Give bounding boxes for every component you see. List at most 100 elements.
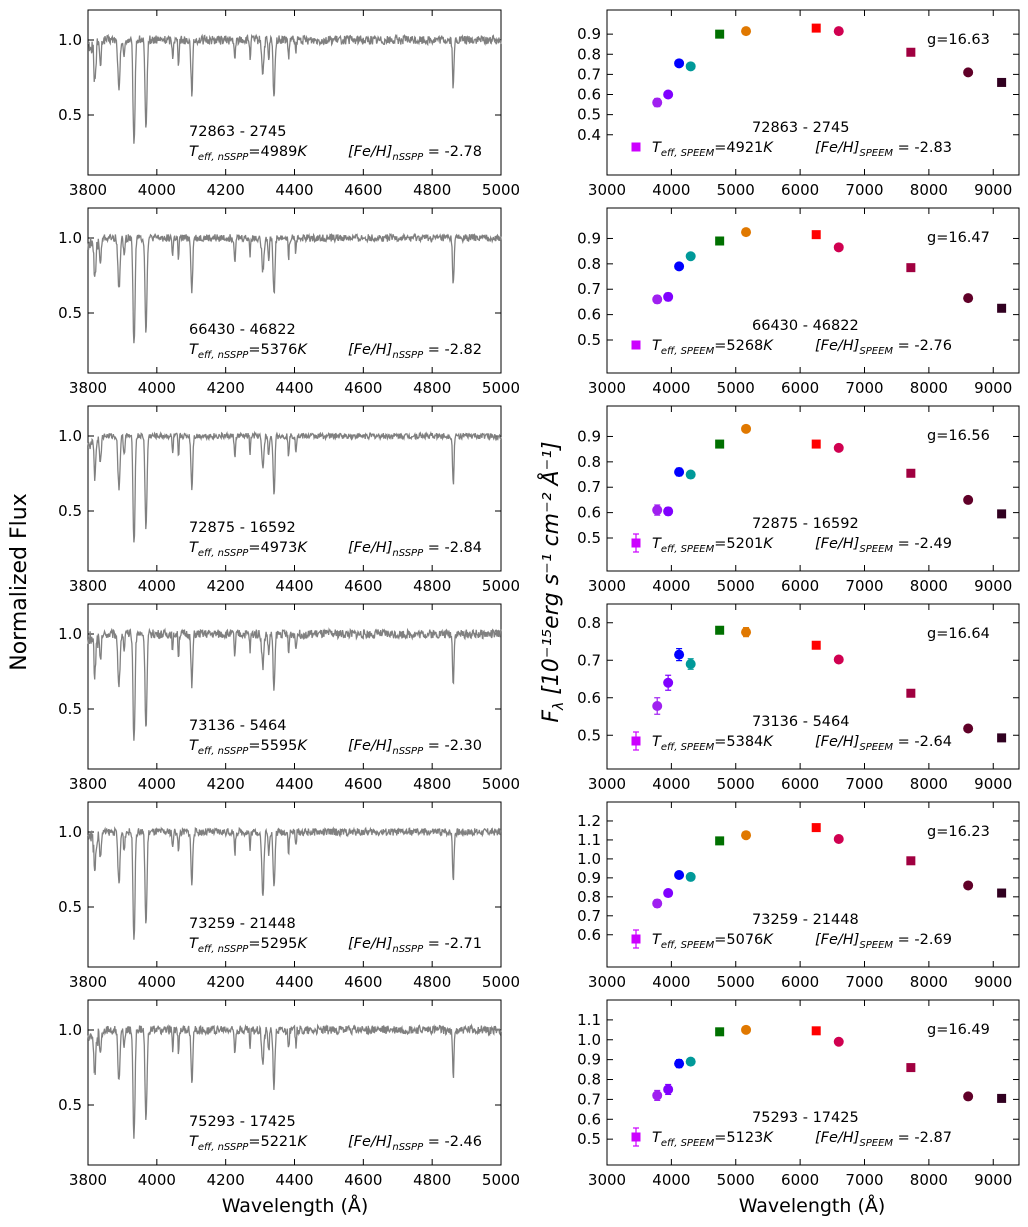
x-tick-label: 6000 <box>781 379 819 397</box>
spectrum-line <box>87 1023 502 1139</box>
x-tick-label: 8000 <box>910 775 948 793</box>
data-point-circle <box>833 1036 844 1047</box>
data-point-circle <box>685 659 696 669</box>
x-tick-label: 8000 <box>910 181 948 199</box>
star-id: 66430 - 46822 <box>752 318 859 334</box>
y-tick-label: 0.6 <box>577 306 601 324</box>
x-tick-label: 4000 <box>652 577 690 595</box>
right-y-label-rest: [10⁻¹⁵erg s⁻¹ cm⁻² Å⁻¹] <box>537 441 564 701</box>
y-tick-label: 0.5 <box>58 304 82 322</box>
x-tick-label: 3800 <box>69 181 107 199</box>
star-id: 73259 - 21448 <box>189 916 296 932</box>
feh-speem-label: [Fe/H]SPEEM = -2.64 <box>815 734 952 753</box>
x-tick-label: 4200 <box>207 1171 245 1189</box>
teff-nsspp-label: Teff, nSSPP=4973K <box>189 540 308 559</box>
data-point-circle <box>833 26 844 37</box>
x-tick-label: 6000 <box>781 775 819 793</box>
teff-nsspp-label: Teff, nSSPP=5295K <box>189 936 308 955</box>
data-point-circle <box>963 880 974 891</box>
star-id: 72875 - 16592 <box>189 520 296 536</box>
y-tick-label: 1.0 <box>58 625 82 643</box>
x-tick-label: 3800 <box>69 379 107 397</box>
x-tick-label: 7000 <box>845 577 883 595</box>
data-point-square <box>715 439 725 449</box>
feh-nsspp-label: [Fe/H]nSSPP = -2.84 <box>348 540 482 559</box>
feh-nsspp-label: [Fe/H]nSSPP = -2.71 <box>348 936 482 955</box>
photometry-frame <box>606 207 1020 374</box>
x-tick-label: 6000 <box>781 181 819 199</box>
data-point-square <box>906 856 916 866</box>
x-tick-label: 3000 <box>588 1171 626 1189</box>
x-tick-label: 6000 <box>781 973 819 991</box>
data-point-circle <box>652 294 663 305</box>
y-tick-label: 0.8 <box>577 1071 601 1089</box>
data-point-circle <box>663 506 674 517</box>
x-tick-label: 4400 <box>275 181 313 199</box>
teff-speem-label: Teff, SPEEM=5201K <box>652 536 774 555</box>
x-tick-label: 5000 <box>482 1171 520 1189</box>
data-point-circle <box>652 1090 663 1101</box>
teff-nsspp-label: Teff, nSSPP=5376K <box>189 342 308 361</box>
g-magnitude-label: g=16.23 <box>927 824 990 840</box>
teff-speem-label: Teff, SPEEM=5123K <box>652 1130 774 1149</box>
data-point-circle <box>963 723 974 734</box>
teff-speem-label: Teff, SPEEM=5384K <box>652 734 774 753</box>
y-tick-label: 1.2 <box>577 812 601 830</box>
star-id: 75293 - 17425 <box>189 1114 296 1130</box>
x-tick-label: 4200 <box>207 379 245 397</box>
y-tick-label: 0.9 <box>577 427 601 445</box>
y-tick-label: 1.1 <box>577 831 601 849</box>
data-point-circle <box>741 1024 752 1035</box>
data-point-circle <box>674 649 685 660</box>
x-tick-label: 4800 <box>413 577 451 595</box>
legend-marker <box>631 538 641 548</box>
data-point-square <box>997 303 1007 313</box>
x-tick-label: 4000 <box>138 379 176 397</box>
x-tick-label: 5000 <box>717 1171 755 1189</box>
x-tick-label: 4800 <box>413 379 451 397</box>
x-tick-label: 4800 <box>413 181 451 199</box>
data-point-circle <box>963 293 974 304</box>
x-tick-label: 5000 <box>717 181 755 199</box>
x-tick-label: 7000 <box>845 379 883 397</box>
y-tick-label: 0.7 <box>577 651 601 669</box>
data-point-circle <box>833 833 844 844</box>
right-y-label: Fλ [10⁻¹⁵erg s⁻¹ cm⁻² Å⁻¹] <box>537 441 567 722</box>
star-id: 75293 - 17425 <box>752 1110 859 1126</box>
star-id: 72863 - 2745 <box>752 120 849 136</box>
x-tick-label: 7000 <box>845 973 883 991</box>
x-tick-label: 8000 <box>910 379 948 397</box>
y-tick-label: 1.1 <box>577 1011 601 1029</box>
data-point-circle <box>674 870 685 881</box>
data-point-circle <box>741 423 752 434</box>
x-tick-label: 7000 <box>845 775 883 793</box>
x-tick-label: 9000 <box>974 181 1012 199</box>
spectrum-panel: 3800 4000 4200 4400 4600 4800 5000 0.5 1.0 73259 … <box>58 801 520 991</box>
data-point-square <box>811 1026 821 1036</box>
y-tick-label: 0.6 <box>577 1110 601 1128</box>
x-tick-label: 4400 <box>275 775 313 793</box>
y-tick-label: 0.8 <box>577 255 601 273</box>
data-point-square <box>997 888 1007 898</box>
y-tick-label: 0.6 <box>577 926 601 944</box>
y-tick-label: 0.5 <box>58 502 82 520</box>
legend-marker <box>631 1132 641 1142</box>
x-tick-label: 4600 <box>344 1171 382 1189</box>
x-tick-label: 4000 <box>652 379 690 397</box>
y-tick-label: 0.9 <box>577 229 601 247</box>
teff-speem-label: Teff, SPEEM=4921K <box>652 140 774 159</box>
feh-speem-label: [Fe/H]SPEEM = -2.49 <box>815 536 952 555</box>
x-tick-label: 4600 <box>344 973 382 991</box>
photometry-panel: 3000 4000 5000 6000 7000 8000 9000 0.4 0.5 0.6 0.7… <box>577 9 1020 199</box>
x-tick-label: 8000 <box>910 1171 948 1189</box>
legend-marker <box>631 736 641 746</box>
data-point-circle <box>663 677 674 688</box>
y-tick-label: 1.0 <box>58 1021 82 1039</box>
data-point-circle <box>674 1058 685 1069</box>
photometry-panel: 3000 4000 5000 6000 7000 8000 90000.50.60.70.8… <box>577 207 1020 397</box>
spectrum-panel: 3800 4000 4200 4400 4600 4800 5000 0.5 1.0 75293 … <box>58 999 520 1189</box>
star-id: 73259 - 21448 <box>752 912 859 928</box>
photometry-panel: 3000 4000 5000 6000 7000 8000 90000.50.60.70.8… <box>577 999 1020 1189</box>
data-point-circle <box>652 97 663 108</box>
x-tick-label: 4600 <box>344 379 382 397</box>
